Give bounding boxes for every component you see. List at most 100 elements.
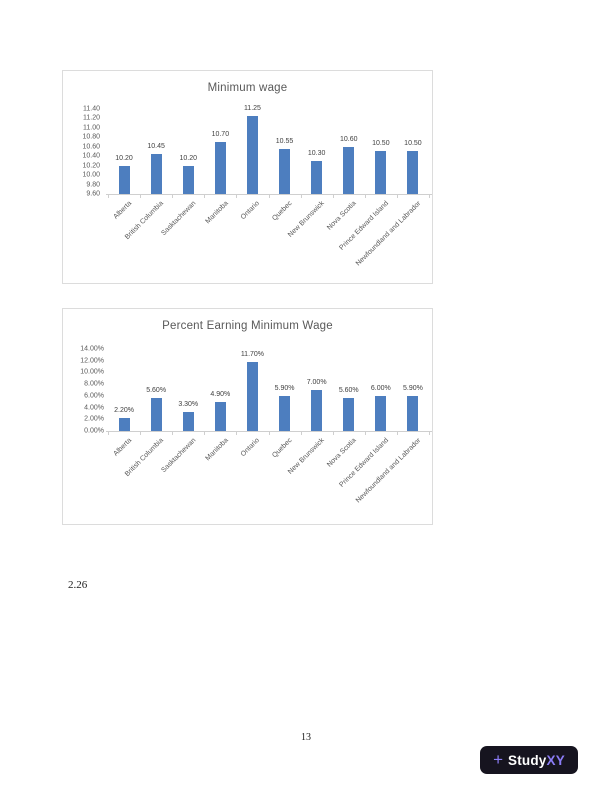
x-axis-tick (429, 432, 430, 435)
bar (214, 402, 226, 431)
page-number: 13 (301, 732, 311, 743)
bar-value-label: 11.70% (240, 351, 265, 358)
bar-value-label: 5.60% (338, 387, 359, 394)
studyxy-logo: + StudyXY (480, 746, 578, 774)
y-axis-tick-label: 10.20 (82, 162, 100, 170)
y-axis-tick-label: 11.00 (83, 124, 100, 132)
plus-icon: + (493, 749, 503, 769)
x-axis-tick (364, 432, 366, 435)
y-axis-tick-label: 11.40 (83, 105, 100, 113)
x-axis-category-label: Sasktachewan (160, 200, 198, 238)
bar (343, 398, 355, 431)
plot-area: 11.40 11.20 11.00 10.80 10.60 10.40 10.20 10.00… (63, 71, 432, 283)
bar (182, 412, 194, 431)
bar-value-label: 5.60% (146, 387, 167, 394)
bar (311, 161, 323, 194)
bar-value-label: 5.90% (403, 385, 423, 392)
bar-value-label: 3.30% (178, 401, 199, 408)
bar-value-label: 10.20 (179, 155, 198, 162)
x-axis-category-label: Alberta (112, 437, 134, 458)
x-axis-tick (172, 432, 174, 435)
bar (118, 166, 130, 194)
y-axis-tick-label: 6.00% (84, 392, 104, 400)
section-number: 2.26 (68, 579, 88, 591)
chart-title: Minimum wage (207, 82, 288, 94)
x-axis-category-label: Newfoundland and Labrador (354, 200, 422, 268)
y-axis-tick-label: 8.00% (84, 380, 104, 388)
x-axis-category-label: Manitoba (203, 200, 230, 226)
x-axis-category-label: Nova Scotia (326, 200, 358, 232)
bar-value-label: 4.90% (210, 391, 231, 398)
bar (246, 362, 258, 431)
plot-area: 14.00% 12.00% 10.00% 8.00% 6.00% 4.00% 2.00% 0.… (63, 309, 432, 524)
y-axis-tick-label: 12.00% (80, 357, 104, 365)
x-axis-category-label: New Brunswick (286, 437, 326, 476)
bar-value-label: 10.55 (275, 138, 294, 145)
x-axis-line (106, 194, 432, 195)
y-axis-tick-label: 9.80 (86, 181, 100, 189)
x-axis-category-label: New Brunswick (286, 200, 326, 239)
x-axis-tick (108, 195, 109, 198)
y-axis-tick-label: 10.00% (80, 368, 104, 376)
x-axis-category-label: Nova Scotia (326, 437, 358, 469)
bar-value-label: 11.25 (243, 105, 261, 112)
logo-wordmark: StudyXY (508, 753, 565, 768)
bar (150, 154, 162, 194)
x-axis-tick (140, 432, 142, 435)
bar-value-label: 7.00% (306, 379, 327, 386)
x-axis-tick (268, 195, 270, 198)
bar (279, 396, 291, 431)
x-axis-tick (268, 432, 270, 435)
y-axis-tick-label: 14.00% (80, 345, 104, 353)
y-axis-tick-label: 10.80 (82, 133, 100, 141)
x-axis-category-label: Quebec (271, 437, 294, 460)
bar (343, 147, 355, 194)
x-axis-tick (140, 195, 142, 198)
bar-value-label: 6.00% (370, 385, 391, 392)
logo-wordmark-accent: XY (546, 752, 565, 768)
x-axis-category-label: Ontario (240, 437, 262, 459)
bar-value-label: 5.90% (274, 385, 295, 392)
y-axis-tick-label: 10.00 (82, 171, 100, 179)
chart-title: Percent Earning Minimum Wage (162, 320, 333, 332)
bar-value-label: 10.20 (115, 155, 133, 162)
x-axis-tick (300, 195, 302, 198)
x-axis-tick (300, 432, 302, 435)
bar (407, 396, 419, 431)
y-axis-tick-label: 11.20 (83, 114, 100, 122)
x-axis-tick (204, 432, 206, 435)
percent-earning-minimum-wage-chart: Percent Earning Minimum Wage 14.00% 12.00… (62, 308, 433, 525)
x-axis-tick (364, 195, 366, 198)
bar (375, 151, 387, 194)
y-axis-tick-label: 0.00% (84, 427, 104, 435)
bar (407, 151, 419, 194)
bar (246, 116, 258, 194)
x-axis-tick (332, 432, 334, 435)
y-axis-tick-label: 2.00% (84, 415, 104, 423)
minimum-wage-chart: Minimum wage 11.40 11.20 11.00 10.80 10.60 10… (62, 70, 433, 284)
y-axis-tick-label: 4.00% (84, 404, 104, 412)
x-axis-category-label: Manitoba (203, 437, 230, 463)
logo-wordmark-primary: Study (508, 752, 547, 768)
x-axis-tick (204, 195, 206, 198)
bar-value-label: 10.50 (404, 140, 422, 147)
bar (279, 149, 291, 194)
x-axis-tick (172, 195, 174, 198)
bar-value-label: 10.60 (339, 136, 358, 143)
x-axis-category-label: Quebec (271, 200, 294, 223)
x-axis-tick (236, 195, 238, 198)
x-axis-category-label: Sasktachewan (160, 437, 198, 475)
bar-value-label: 10.30 (307, 150, 326, 157)
bar-value-label: 10.70 (211, 131, 230, 138)
x-axis-category-label: Newfoundland and Labrador (354, 437, 422, 505)
bar-value-label: 10.45 (147, 143, 165, 150)
x-axis-tick (108, 432, 109, 435)
x-axis-category-label: Ontario (240, 200, 262, 222)
x-axis-tick (396, 195, 398, 198)
x-axis-line (106, 431, 432, 432)
y-axis-tick-label: 9.60 (86, 190, 100, 198)
bar (214, 142, 226, 194)
x-axis-tick (429, 195, 430, 198)
bar (150, 398, 162, 431)
